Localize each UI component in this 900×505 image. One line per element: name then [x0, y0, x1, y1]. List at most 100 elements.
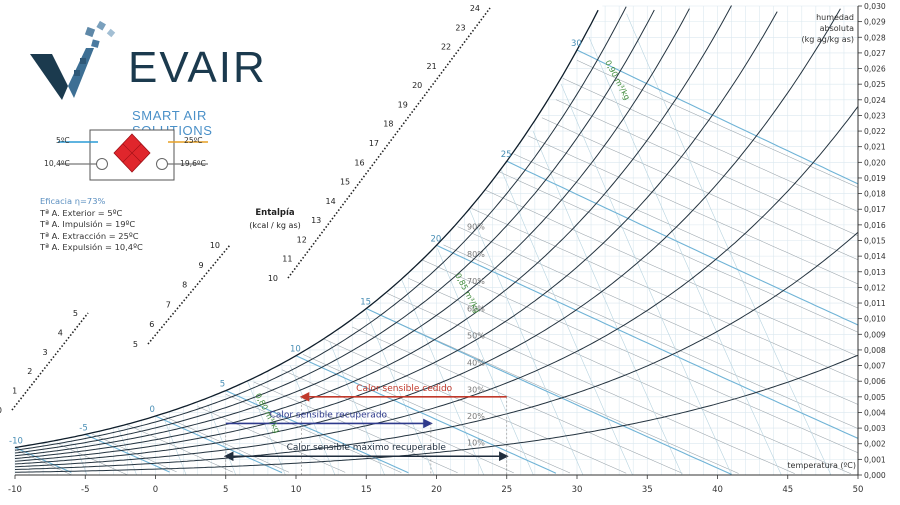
- x-tick-label: 0: [153, 485, 158, 495]
- enthalpy-line: [485, 189, 859, 357]
- y-tick-label: 0,025: [864, 80, 886, 89]
- brand-name: EVAIR: [128, 43, 267, 92]
- rh-curve: [14, 106, 859, 468]
- x-tick-label: 40: [712, 485, 723, 495]
- axis-ticks: -10 -5 0 5 10 15 20 25 30 35 40 45 500,0000,0010,002…: [8, 2, 886, 495]
- y-axis-title: (kg ag/kg as): [802, 35, 855, 44]
- rh-label: 90%: [467, 222, 485, 231]
- enthalpy-line: [541, 117, 859, 261]
- y-tick-label: 0,003: [864, 424, 886, 433]
- rh-curve: [14, 5, 732, 459]
- enthalpy-line: [471, 208, 859, 381]
- y-tick-label: 0,010: [864, 315, 886, 324]
- y-tick-label: 0,014: [864, 252, 886, 261]
- x-axis-title: temperatura (ºC): [787, 461, 856, 470]
- enthalpy-line: [443, 244, 859, 429]
- x-tick-label: 35: [642, 485, 653, 495]
- rh-curve: [14, 8, 690, 457]
- y-tick-label: 0,001: [864, 455, 886, 464]
- x-tick-label: -5: [81, 485, 89, 495]
- temp-supply-out: 19,6ºC: [180, 159, 206, 168]
- annotation-label: Calor sensible máximo recuperable: [287, 443, 447, 453]
- wetbulb-label: 25: [501, 150, 512, 160]
- enthalpy-tick-label: 6: [149, 320, 154, 329]
- y-tick-label: 0,007: [864, 362, 886, 371]
- enthalpy-tick-label: 23: [455, 23, 465, 32]
- rh-curve: [14, 231, 859, 470]
- enthalpy-tick-label: 9: [199, 261, 204, 270]
- y-tick-label: 0,015: [864, 237, 886, 246]
- volume-line: [207, 404, 237, 476]
- y-tick-label: 0,012: [864, 283, 886, 292]
- y-tick-label: 0,020: [864, 158, 886, 167]
- wetbulb-line: [576, 49, 859, 185]
- y-tick-label: 0,028: [864, 33, 886, 42]
- rh-curve: [14, 8, 841, 465]
- wetbulb-label: 0: [150, 405, 155, 415]
- rh-label: 70%: [467, 277, 485, 286]
- enthalpy-line: [499, 171, 859, 333]
- enthalpy-tick-label: 24: [470, 4, 480, 13]
- enthalpy-tick-label: 16: [354, 158, 364, 167]
- annotation-label: Calor sensible cedido: [356, 384, 453, 394]
- x-tick-label: 50: [853, 485, 864, 495]
- volume-line: [501, 169, 633, 476]
- enthalpy-tick-label: 10: [210, 241, 220, 250]
- x-tick-label: 30: [572, 485, 583, 495]
- enthalpy-line: [555, 99, 859, 236]
- rh-label: 20%: [467, 412, 485, 421]
- y-tick-label: 0,030: [864, 2, 886, 11]
- logo-mark-icon: [30, 20, 116, 100]
- wetbulb-label: -5: [79, 423, 87, 433]
- wetbulb-label: -10: [9, 437, 23, 447]
- enthalpy-tick-label: 1: [12, 387, 17, 396]
- enthalpy-tick-label: 12: [297, 235, 307, 244]
- volume-line: [588, 37, 782, 476]
- y-axis-title: humedad: [816, 13, 854, 22]
- y-tick-label: 0,013: [864, 268, 886, 277]
- x-tick-label: 10: [291, 485, 302, 495]
- wetbulb-label: 15: [360, 298, 371, 308]
- wetbulb-line: [506, 160, 859, 326]
- rh-curve: [14, 9, 655, 454]
- enthalpy-tick-label: 0: [0, 406, 2, 415]
- enthalpy-tick-label: 19: [398, 100, 408, 109]
- y-tick-label: 0,023: [864, 111, 886, 120]
- enthalpy-line: [562, 78, 859, 212]
- enthalpy-tick-label: 22: [441, 43, 451, 52]
- enthalpy-tick-label: 3: [43, 348, 48, 357]
- efficiency-info: Eficacia η=73% Tª A. Exterior = 5ºC Tª A…: [40, 196, 143, 254]
- temp-exhaust-out: 10,4ºC: [44, 159, 70, 168]
- enthalpy-tick-label: 15: [340, 178, 350, 187]
- wetbulb-line: [155, 415, 283, 474]
- annotations: Calor sensible cedido Calor sensible recu…: [223, 384, 509, 475]
- info-line: Tª A. Exterior = 5ºC: [40, 207, 123, 218]
- y-tick-label: 0,011: [864, 299, 886, 308]
- volume-line: [560, 84, 733, 476]
- volume-line: [469, 209, 584, 476]
- y-tick-label: 0,019: [864, 174, 886, 183]
- volume-line: [164, 420, 187, 476]
- temp-extract-in: 25ºC: [184, 136, 203, 145]
- enthalpy-tick-label: 5: [133, 340, 138, 349]
- y-tick-label: 0,004: [864, 408, 886, 417]
- rh-curve: [14, 6, 627, 451]
- enthalpy-tick-label: 2: [27, 367, 32, 376]
- enthalpy-tick-label: 17: [369, 139, 379, 148]
- x-tick-label: 15: [361, 485, 372, 495]
- wetbulb-line: [436, 244, 859, 439]
- enthalpy-tick-label: 8: [182, 281, 187, 290]
- y-tick-label: 0,018: [864, 190, 886, 199]
- y-tick-label: 0,021: [864, 143, 886, 152]
- wetbulb-label: 5: [220, 380, 225, 390]
- rh-label: 60%: [467, 305, 485, 314]
- enthalpy-tick-label: 10: [268, 274, 278, 283]
- enthalpy-line: [513, 153, 859, 309]
- enthalpy-tick-label: 5: [73, 309, 78, 318]
- y-tick-label: 0,017: [864, 205, 886, 214]
- enthalpy-tick-label: 7: [166, 300, 171, 309]
- volume-line: [365, 310, 435, 476]
- y-tick-label: 0,026: [864, 65, 886, 74]
- wetbulb-label: 10: [290, 345, 301, 355]
